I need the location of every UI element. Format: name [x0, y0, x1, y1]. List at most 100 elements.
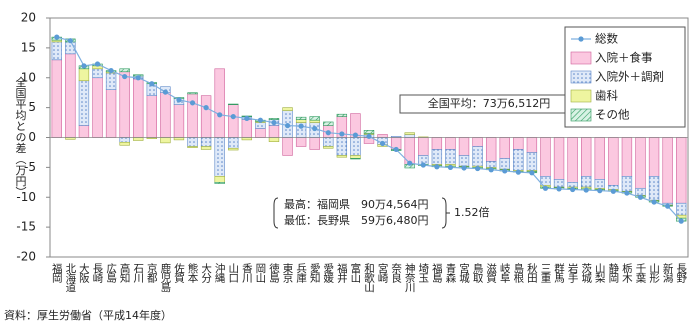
bar-segment [105, 89, 117, 138]
bar-segment [567, 137, 578, 183]
bar-segment [350, 155, 361, 159]
x-tick-label: 長崎 [92, 263, 104, 283]
total-point [149, 81, 155, 87]
bar-segment [581, 176, 592, 188]
bar-segment [363, 130, 375, 134]
x-tick-label: 福岡 [51, 262, 63, 284]
bar-segment [540, 137, 551, 177]
bar-segment [295, 137, 307, 147]
x-tick-label: 愛媛 [322, 262, 334, 284]
bar-segment [92, 77, 103, 138]
bar-segment [51, 59, 62, 138]
bar-segment [228, 137, 239, 149]
bar-segment [594, 179, 605, 189]
bar-segment [513, 137, 524, 150]
x-tick-label: 宮城 [458, 262, 470, 284]
bar-segment [228, 104, 239, 138]
x-tick-label: 島根 [512, 262, 524, 284]
bar-segment [553, 137, 565, 180]
total-point [271, 119, 277, 126]
legend-label: 歯科 [595, 89, 618, 103]
bar-segment [268, 137, 280, 142]
x-tick-label: 広島 [105, 262, 117, 284]
total-point [366, 133, 372, 139]
bar-segment [499, 137, 510, 159]
total-point [651, 199, 657, 205]
total-point [81, 63, 87, 69]
bar-segment [92, 68, 103, 79]
bar-segment [621, 176, 633, 192]
bar-segment [431, 137, 443, 150]
y-tick-label: -15 [16, 220, 36, 234]
x-tick-label: 福井 [336, 262, 348, 284]
bar-segment [214, 176, 225, 183]
total-point [556, 186, 562, 192]
bar-segment [323, 146, 334, 149]
x-tick-label: 高知 [119, 262, 131, 283]
total-point [122, 73, 128, 80]
total-point [420, 162, 426, 168]
min-annotation: 最低：長野県 59万6,480円 [284, 214, 429, 227]
bar-segment [309, 119, 320, 123]
bar-segment [458, 137, 470, 156]
x-tick-label: 三重 [539, 263, 551, 283]
x-tick-label: 富山 [349, 262, 361, 283]
total-point [257, 117, 264, 123]
bar-segment [676, 202, 687, 216]
bar-segment [662, 137, 673, 204]
bar-segment [214, 182, 225, 184]
legend-swatch [570, 89, 592, 103]
x-tick-label: 岐阜 [499, 262, 511, 284]
bar-segment [200, 137, 212, 147]
bar-segment [431, 149, 443, 165]
legend-dot [578, 36, 584, 42]
y-tick-label: -20 [16, 250, 36, 264]
x-tick-label: 山梨 [594, 263, 606, 284]
legend-label: 総数 [595, 32, 618, 46]
bar-segment [676, 137, 687, 204]
x-tick-label: 茨城 [580, 262, 592, 284]
x-tick-label: 福島 [431, 262, 443, 284]
total-point [244, 115, 250, 121]
x-tick-label: 岩手 [567, 262, 579, 284]
bar-segment [133, 78, 144, 138]
total-point [339, 131, 345, 137]
bar-segment [553, 179, 565, 188]
bar-segment [485, 161, 497, 168]
x-tick-label: 鹿児島 [159, 262, 171, 293]
y-tick-label: 15 [21, 40, 36, 54]
y-axis-label: 全国平均との差（万円） [14, 75, 27, 197]
max-annotation: 最高：福岡県 90万4,564円 [284, 197, 429, 211]
bar-segment [418, 137, 429, 156]
bar-segment [336, 137, 348, 156]
x-tick-label: 栃木 [621, 262, 633, 284]
bar-segment [635, 187, 646, 196]
bar-segment [323, 137, 334, 147]
bracket-left [273, 197, 279, 229]
x-tick-label: 山形 [648, 263, 660, 284]
bar-segment [119, 68, 130, 73]
bar-segment [119, 141, 130, 146]
total-point [162, 89, 168, 95]
x-tick-label: 神奈川 [404, 262, 416, 292]
bar-segment [581, 137, 592, 177]
total-point [678, 218, 684, 224]
total-point [542, 185, 549, 191]
bar-segment [309, 116, 320, 121]
bar-segment [200, 95, 212, 138]
total-point [665, 203, 671, 209]
total-point [447, 164, 454, 170]
total-point [325, 130, 331, 136]
bar-segment [214, 68, 225, 138]
bar-segment [187, 92, 198, 95]
bar-segment [268, 118, 280, 120]
bar-segment [295, 119, 307, 123]
bar-segment [241, 119, 253, 138]
bar-segment [526, 137, 538, 153]
total-point [529, 170, 535, 176]
bar-segment [648, 176, 660, 201]
bar-segment [228, 147, 239, 151]
bar-segment [160, 92, 171, 138]
bar-segment [594, 137, 605, 180]
